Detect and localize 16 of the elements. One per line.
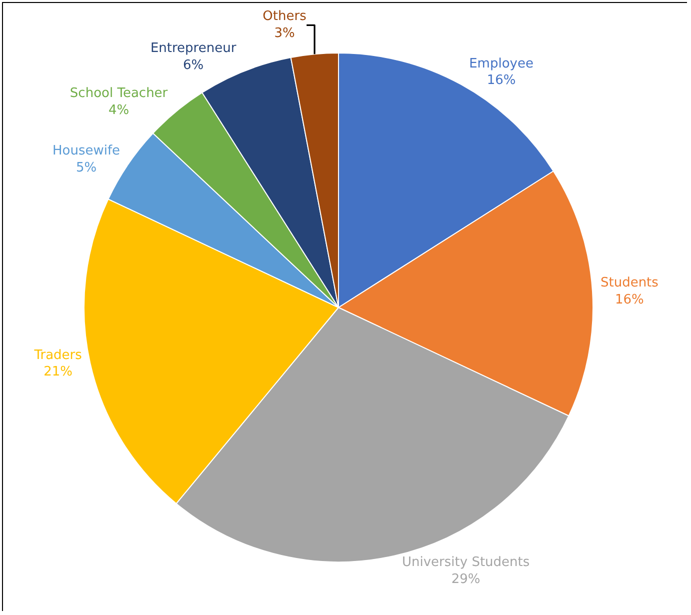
data-label: 29% xyxy=(451,572,480,588)
data-label: 5% xyxy=(76,160,97,176)
slice-label: Students xyxy=(600,276,659,291)
data-label: 4% xyxy=(108,102,130,118)
data-label: 16% xyxy=(486,73,516,88)
slice-label: Others xyxy=(262,9,307,24)
slice-label: Housewife xyxy=(52,143,120,158)
data-label: 3% xyxy=(274,26,295,42)
slice-label: University Students xyxy=(402,555,530,570)
slice-label: Entrepreneur xyxy=(150,41,237,56)
data-label: 16% xyxy=(614,292,644,308)
data-label: 21% xyxy=(44,364,73,380)
slice-label: School Teacher xyxy=(70,86,168,101)
slice-label: Traders xyxy=(33,348,82,363)
slice-label: Employee xyxy=(469,56,534,72)
data-label: 6% xyxy=(183,58,204,74)
